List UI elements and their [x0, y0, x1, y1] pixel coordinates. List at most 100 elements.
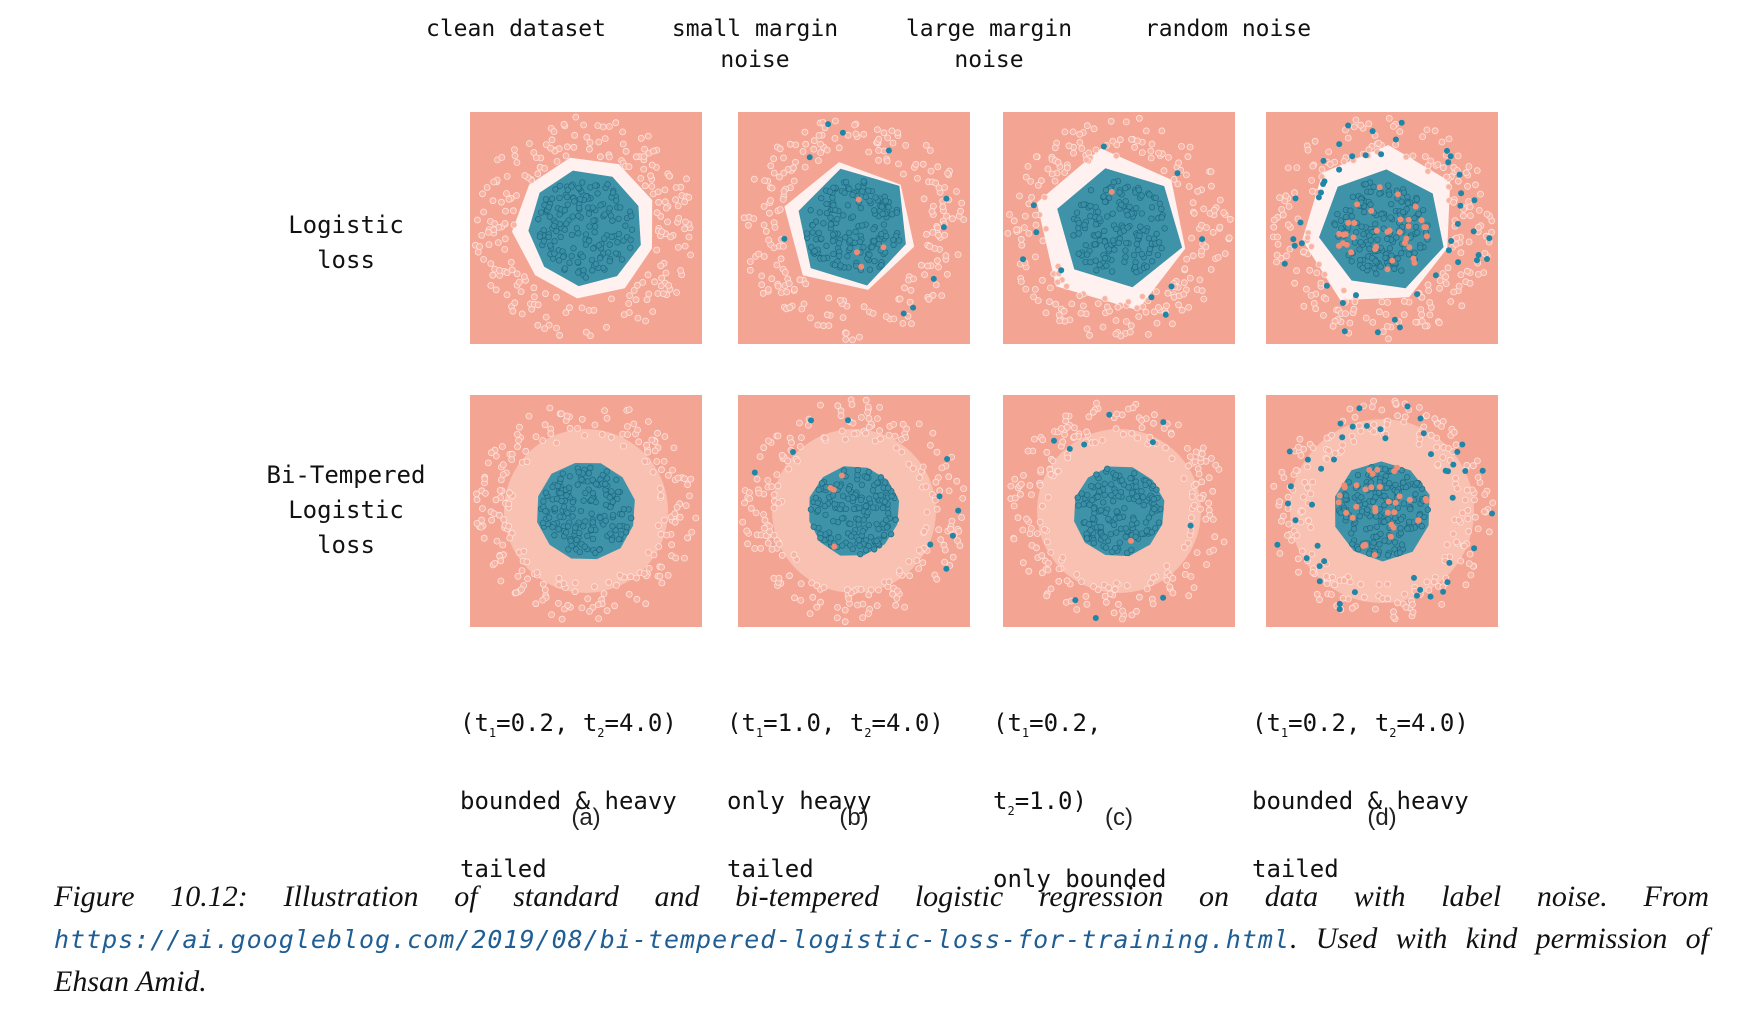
- outer-class-point: [905, 557, 913, 565]
- outer-class-point: [1307, 490, 1315, 498]
- noisy-point-outer: [1303, 555, 1310, 562]
- outer-class-point: [635, 438, 643, 446]
- outer-class-point: [1052, 300, 1060, 308]
- outer-class-point: [512, 589, 520, 597]
- noisy-point-outer: [1316, 578, 1323, 585]
- inner-class-point: [1127, 475, 1134, 482]
- inner-class-point: [592, 549, 599, 557]
- outer-class-point: [1175, 301, 1183, 309]
- outer-class-point: [611, 602, 619, 610]
- outer-class-point: [753, 475, 761, 483]
- inner-class-point: [566, 473, 573, 480]
- noisy-point-outer: [1414, 291, 1421, 298]
- inner-class-point: [1413, 480, 1420, 487]
- noisy-point-outer: [1292, 195, 1299, 202]
- outer-class-point: [1293, 267, 1301, 275]
- outer-class-point: [1164, 289, 1172, 297]
- outer-class-point: [1182, 171, 1190, 179]
- outer-class-point: [571, 579, 579, 587]
- outer-class-point: [926, 147, 934, 154]
- outer-class-point: [654, 290, 662, 297]
- outer-class-point: [841, 606, 849, 614]
- outer-class-point: [494, 239, 502, 247]
- outer-class-point: [640, 153, 648, 160]
- outer-class-point: [655, 198, 663, 206]
- outer-class-point: [605, 123, 613, 130]
- outer-class-point: [1105, 584, 1112, 592]
- outer-class-point: [842, 436, 849, 443]
- outer-class-point: [481, 475, 489, 483]
- outer-class-point: [841, 618, 849, 626]
- outer-class-point: [1370, 397, 1377, 405]
- inner-class-point: [837, 262, 844, 269]
- outer-class-point: [768, 184, 776, 192]
- outer-class-point: [622, 147, 630, 155]
- inner-class-point: [1382, 466, 1389, 473]
- outer-class-point: [1299, 507, 1306, 515]
- caption-url-link[interactable]: https://ai.googleblog.com/2019/08/bi-tem…: [54, 925, 1290, 954]
- inner-class-point: [865, 521, 872, 529]
- outer-class-point: [797, 580, 805, 588]
- outer-class-point: [1063, 282, 1070, 290]
- outer-class-point: [895, 160, 902, 168]
- outer-class-point: [663, 531, 671, 539]
- outer-class-point: [520, 273, 528, 281]
- outer-class-point: [899, 420, 907, 428]
- outer-class-point: [1083, 122, 1091, 130]
- outer-class-point: [941, 558, 949, 566]
- outer-class-point: [1351, 298, 1359, 306]
- outer-class-point: [1338, 447, 1345, 455]
- outer-class-point: [934, 163, 942, 171]
- noisy-point-inner: [1406, 496, 1413, 503]
- noisy-point-outer: [1160, 594, 1167, 601]
- inner-class-point: [603, 468, 611, 475]
- outer-class-point: [943, 270, 951, 278]
- outer-class-point: [595, 138, 603, 146]
- outer-class-point: [953, 477, 961, 485]
- outer-class-point: [1356, 422, 1363, 430]
- outer-class-point: [852, 130, 860, 138]
- outer-class-point: [922, 142, 930, 149]
- outer-class-point: [815, 157, 822, 164]
- outer-class-point: [766, 528, 774, 536]
- outer-class-point: [1304, 234, 1311, 241]
- outer-class-point: [566, 424, 574, 432]
- noisy-point-outer: [1349, 423, 1356, 430]
- outer-class-point: [1028, 194, 1036, 201]
- outer-class-point: [1043, 448, 1051, 456]
- inner-class-point: [1102, 544, 1110, 551]
- params-a: (t1=0.2, t2=4.0) bounded & heavy tailed: [460, 672, 720, 920]
- noisy-point-inner: [1108, 188, 1115, 195]
- inner-class-point: [1130, 252, 1138, 259]
- inner-class-point: [564, 523, 572, 530]
- inner-class-point: [1353, 229, 1360, 236]
- outer-class-point: [873, 415, 881, 423]
- outer-class-point: [1284, 221, 1292, 229]
- outer-class-point: [842, 329, 850, 337]
- outer-class-point: [1304, 146, 1312, 154]
- inner-class-point: [1394, 504, 1402, 511]
- inner-class-point: [563, 492, 570, 499]
- inner-class-point: [845, 229, 853, 237]
- inner-class-point: [549, 483, 556, 491]
- inner-class-point: [1381, 518, 1388, 525]
- outer-class-point: [1178, 306, 1186, 314]
- inner-class-point: [1087, 187, 1095, 194]
- inner-class-point: [556, 211, 563, 218]
- inner-class-point: [595, 242, 602, 249]
- outer-class-point: [920, 195, 928, 203]
- outer-class-point: [1276, 498, 1284, 505]
- inner-class-point: [1090, 505, 1098, 512]
- noisy-point-inner: [1336, 492, 1343, 499]
- noisy-point-outer: [955, 507, 962, 514]
- outer-class-point: [1076, 130, 1084, 138]
- outer-class-point: [765, 236, 773, 244]
- outer-class-point: [1107, 117, 1115, 125]
- noisy-point-outer: [1374, 329, 1381, 336]
- inner-class-point: [814, 507, 822, 514]
- outer-class-point: [533, 568, 541, 576]
- inner-class-point: [878, 203, 885, 210]
- outer-class-point: [1375, 139, 1382, 147]
- outer-class-point: [1061, 128, 1069, 136]
- outer-class-point: [1049, 457, 1057, 465]
